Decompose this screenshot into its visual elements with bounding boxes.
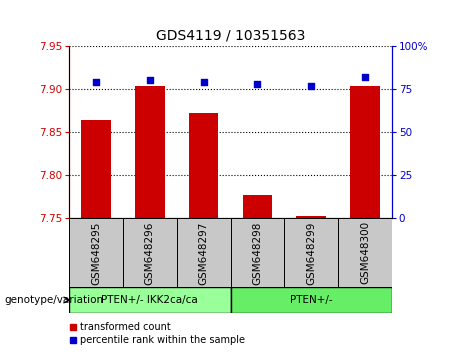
- Point: [200, 79, 207, 85]
- Text: PTEN+/-: PTEN+/-: [290, 295, 332, 305]
- Title: GDS4119 / 10351563: GDS4119 / 10351563: [156, 28, 305, 42]
- Bar: [296, 216, 326, 218]
- Point: [254, 81, 261, 87]
- Point: [361, 74, 369, 80]
- Text: PTEN+/- IKK2ca/ca: PTEN+/- IKK2ca/ca: [101, 295, 198, 305]
- Bar: [135, 86, 165, 218]
- Bar: [177, 218, 230, 287]
- Text: GSM648295: GSM648295: [91, 221, 101, 285]
- Bar: [81, 120, 111, 218]
- Bar: [123, 218, 177, 287]
- Bar: [230, 218, 284, 287]
- Bar: [350, 86, 380, 218]
- Point: [307, 83, 315, 88]
- Text: GSM648299: GSM648299: [306, 221, 316, 285]
- Bar: [189, 113, 219, 218]
- Text: GSM648300: GSM648300: [360, 221, 370, 284]
- Legend: transformed count, percentile rank within the sample: transformed count, percentile rank withi…: [65, 319, 249, 349]
- Text: GSM648297: GSM648297: [199, 221, 209, 285]
- Bar: [338, 218, 392, 287]
- Point: [146, 78, 154, 83]
- Bar: [69, 218, 123, 287]
- Bar: [69, 287, 230, 313]
- Point: [92, 79, 100, 85]
- Text: GSM648296: GSM648296: [145, 221, 155, 285]
- Bar: [230, 287, 392, 313]
- Text: genotype/variation: genotype/variation: [5, 295, 104, 305]
- Bar: [242, 195, 272, 218]
- Bar: [284, 218, 338, 287]
- Text: GSM648298: GSM648298: [252, 221, 262, 285]
